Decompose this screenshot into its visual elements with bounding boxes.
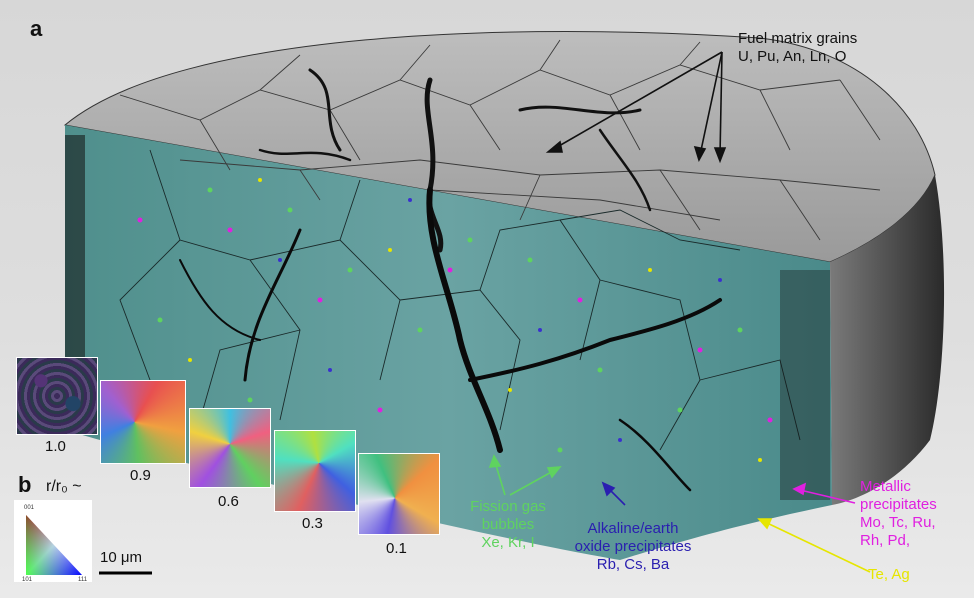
fission-gas-arrows — [488, 454, 562, 496]
panel-label-a: a — [30, 16, 43, 41]
ebsd-tile-3-value: 0.6 — [218, 493, 239, 510]
radius-label: r/r₀ ~ — [46, 478, 82, 495]
metallic-label: Metallic precipitates Mo, Tc, Ru, Rh, Pd… — [860, 478, 937, 550]
alkaline-title: Alkaline/earth — [587, 520, 679, 537]
alkaline-elements: Rb, Cs, Ba — [596, 556, 670, 573]
fission-gas-subtitle: bubbles — [481, 516, 535, 533]
precipitate-dots — [137, 178, 773, 462]
te-ag-label: Te, Ag — [868, 566, 910, 583]
ebsd-tile-4-value: 0.3 — [302, 515, 323, 532]
te-ag-arrow — [757, 518, 871, 573]
alkaline-arrow — [601, 481, 626, 506]
alkaline-subtitle: oxide precipitates — [574, 538, 692, 555]
ipf-key-111: 111 — [78, 577, 88, 583]
face-cracks — [179, 187, 722, 492]
ebsd-tile-1 — [16, 357, 98, 435]
top-grain-boundaries — [119, 39, 881, 241]
metallic-elements-2: Rh, Pd, — [860, 532, 911, 549]
ebsd-tile-5 — [358, 453, 440, 535]
fuel-matrix-label: Fuel matrix grains U, Pu, An, Ln, O — [738, 30, 857, 66]
metallic-arrow — [792, 482, 856, 504]
fission-gas-title: Fission gas — [470, 498, 546, 515]
fission-gas-label: Fission gas bubbles Xe, Kr, I — [448, 498, 568, 552]
fuel-matrix-title: Fuel matrix grains — [738, 30, 858, 47]
metallic-subtitle: precipitates — [860, 496, 937, 513]
fuel-matrix-elements: U, Pu, An, Ln, O — [738, 48, 847, 65]
face-grain-boundaries — [119, 149, 801, 451]
ebsd-tile-2 — [100, 380, 186, 464]
rim-porosity — [65, 135, 830, 500]
ebsd-tile-3 — [189, 408, 271, 488]
alkaline-label: Alkaline/earth oxide precipitates Rb, Cs… — [548, 520, 718, 574]
ipf-key-101: 101 — [22, 577, 33, 583]
pellet-top-surface — [63, 30, 936, 263]
ebsd-tile-5-value: 0.1 — [386, 540, 407, 557]
ebsd-tile-2-value: 0.9 — [130, 467, 151, 484]
ebsd-tile-1-value: 1.0 — [45, 438, 66, 455]
ebsd-tile-4 — [274, 430, 356, 512]
metallic-title: Metallic — [860, 478, 911, 495]
ipf-color-key — [14, 500, 92, 582]
scale-bar-label: 10 μm — [100, 549, 142, 566]
fission-gas-elements: Xe, Kr, I — [481, 534, 535, 551]
ipf-key-001: 001 — [24, 505, 35, 511]
fuel-matrix-arrows — [545, 51, 727, 164]
panel-label-b: b — [18, 472, 32, 497]
pellet-outer-side — [830, 175, 945, 505]
metallic-elements-1: Mo, Tc, Ru, — [860, 514, 936, 531]
